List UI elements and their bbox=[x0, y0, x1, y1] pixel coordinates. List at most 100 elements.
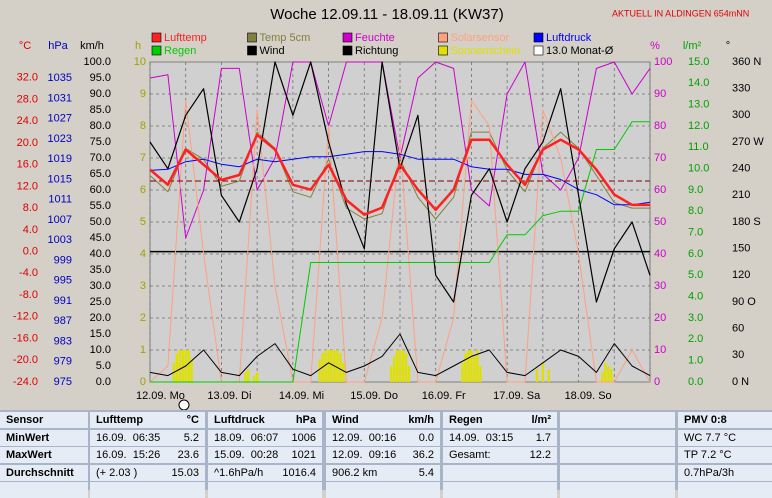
y-tick-label: 8 bbox=[140, 120, 146, 132]
bar bbox=[255, 372, 259, 382]
x-tick-label: 12.09. Mo bbox=[136, 390, 185, 402]
legend-swatch bbox=[151, 32, 162, 43]
y-tick-label: 60 bbox=[654, 184, 666, 196]
cell-text: Sensor bbox=[6, 414, 44, 426]
legend-swatch bbox=[247, 45, 257, 56]
y-tick-label: 2.0 bbox=[688, 333, 703, 345]
y-tick-label: 180 S bbox=[732, 216, 761, 228]
bar bbox=[547, 369, 551, 382]
y-tick-label: 90 O bbox=[732, 296, 756, 308]
bar bbox=[252, 375, 256, 382]
y-tick-label: 6.0 bbox=[688, 248, 703, 260]
series-line bbox=[149, 333, 651, 377]
y-tick-label: 360 N bbox=[732, 56, 761, 68]
y-tick-label: 6 bbox=[140, 184, 146, 196]
cell-text: l/m² bbox=[531, 414, 551, 426]
series-line bbox=[150, 121, 650, 383]
y-tick-label: 983 bbox=[54, 335, 72, 347]
legend-swatch bbox=[151, 45, 162, 56]
x-tick-label: 14.09. Mi bbox=[279, 390, 324, 402]
table-cell: 906.2 km 5.4 bbox=[326, 464, 440, 481]
y-tick-label: 60.0 bbox=[90, 184, 111, 196]
cell-text: 15.09. 00:28 bbox=[214, 449, 279, 461]
cell-text: TP 7.2 °C bbox=[684, 449, 732, 461]
y-tick-label: 5 bbox=[140, 216, 146, 228]
bar bbox=[389, 366, 393, 382]
table-cell bbox=[90, 482, 205, 498]
legend-swatch bbox=[342, 45, 353, 56]
y-tick-label: 5.0 bbox=[96, 360, 111, 372]
cell-text: 14.09. 03:15 bbox=[449, 431, 514, 444]
y-tick-label: -4.0 bbox=[19, 267, 38, 279]
y-tick-label: 270 W bbox=[732, 136, 764, 148]
y-tick-label: 20 bbox=[654, 312, 666, 324]
cell-text: 0.0 bbox=[418, 431, 434, 444]
bar bbox=[339, 353, 342, 382]
y-tick-label: 50.0 bbox=[90, 216, 111, 228]
cell-text: 1016.4 bbox=[282, 466, 316, 479]
y-tick-label: 995 bbox=[54, 275, 72, 287]
y-tick-label: 1027 bbox=[48, 113, 72, 125]
y-tick-label: 70 bbox=[654, 152, 666, 164]
y-tick-label: 32.0 bbox=[17, 72, 38, 84]
bar bbox=[476, 350, 479, 382]
y-tick-label: 70.0 bbox=[90, 152, 111, 164]
y-tick-label: 10.0 bbox=[90, 344, 111, 356]
legend-swatch bbox=[438, 45, 448, 56]
y-tick-label: 11.0 bbox=[688, 141, 709, 153]
y-tick-label: -16.0 bbox=[13, 332, 38, 344]
y-tick-label: 12.0 bbox=[688, 120, 709, 132]
table-cell: MinWert bbox=[0, 429, 88, 446]
bar bbox=[178, 350, 181, 382]
bar bbox=[187, 350, 190, 382]
table-cell bbox=[0, 482, 88, 498]
bar bbox=[190, 359, 193, 382]
series-line bbox=[149, 133, 650, 216]
table-cell: Regen l/m² bbox=[443, 412, 557, 428]
y-tick-label: 975 bbox=[54, 376, 72, 388]
chart: Woche 12.09.11 - 18.09.11 (KW37) AKTUELL… bbox=[13, 6, 764, 410]
table-cell: MaxWert bbox=[0, 447, 88, 463]
x-tick-label: 16.09. Fr bbox=[422, 390, 466, 402]
y-tick-label: 5.0 bbox=[688, 269, 703, 281]
y-tick-label: 1023 bbox=[48, 133, 72, 145]
table-cell: Sensor bbox=[0, 412, 88, 428]
bar bbox=[318, 359, 321, 382]
table-cell: PMV 0:8 bbox=[678, 412, 772, 428]
y-tick-label: 40.0 bbox=[90, 248, 111, 260]
y-tick-label: 95.0 bbox=[90, 72, 111, 84]
y-tick-label: 8.0 bbox=[688, 205, 703, 217]
legend-label: Solarsensor bbox=[451, 32, 510, 44]
bar bbox=[327, 350, 330, 382]
y-tick-label: 80.0 bbox=[90, 120, 111, 132]
table-cell bbox=[326, 482, 440, 498]
y-tick-label: -24.0 bbox=[13, 376, 38, 388]
y-tick-label: 3 bbox=[140, 280, 146, 292]
series-line bbox=[149, 61, 651, 303]
y-tick-label: 991 bbox=[54, 295, 72, 307]
cell-text: Gesamt: bbox=[449, 449, 491, 461]
y-tick-label: 120 bbox=[732, 269, 750, 281]
axis-title: l/m² bbox=[683, 40, 702, 52]
bar bbox=[461, 362, 464, 382]
table-cell bbox=[443, 464, 557, 481]
y-tick-label: 1015 bbox=[48, 173, 72, 185]
bar bbox=[473, 356, 476, 382]
y-tick-label: 1007 bbox=[48, 214, 72, 226]
y-tick-label: 45.0 bbox=[90, 232, 111, 244]
cell-text: Regen bbox=[449, 414, 483, 426]
y-tick-label: 4 bbox=[140, 248, 146, 260]
table-cell: ^1.6hPa/h 1016.4 bbox=[208, 464, 322, 481]
y-tick-label: 4.0 bbox=[688, 291, 703, 303]
y-tick-label: 85.0 bbox=[90, 104, 111, 116]
cell-text: 18.09. 06:07 bbox=[214, 431, 279, 444]
y-tick-label: 987 bbox=[54, 315, 72, 327]
cell-text: Wind bbox=[332, 414, 359, 426]
table-cell: Durchschnitt bbox=[0, 464, 88, 481]
table-cell: 0.7hPa/3h bbox=[678, 464, 772, 481]
legend-swatch bbox=[342, 32, 353, 43]
y-tick-label: 0 bbox=[654, 376, 660, 388]
table-cell: WC 7.7 °C bbox=[678, 429, 772, 446]
bar bbox=[467, 350, 470, 382]
